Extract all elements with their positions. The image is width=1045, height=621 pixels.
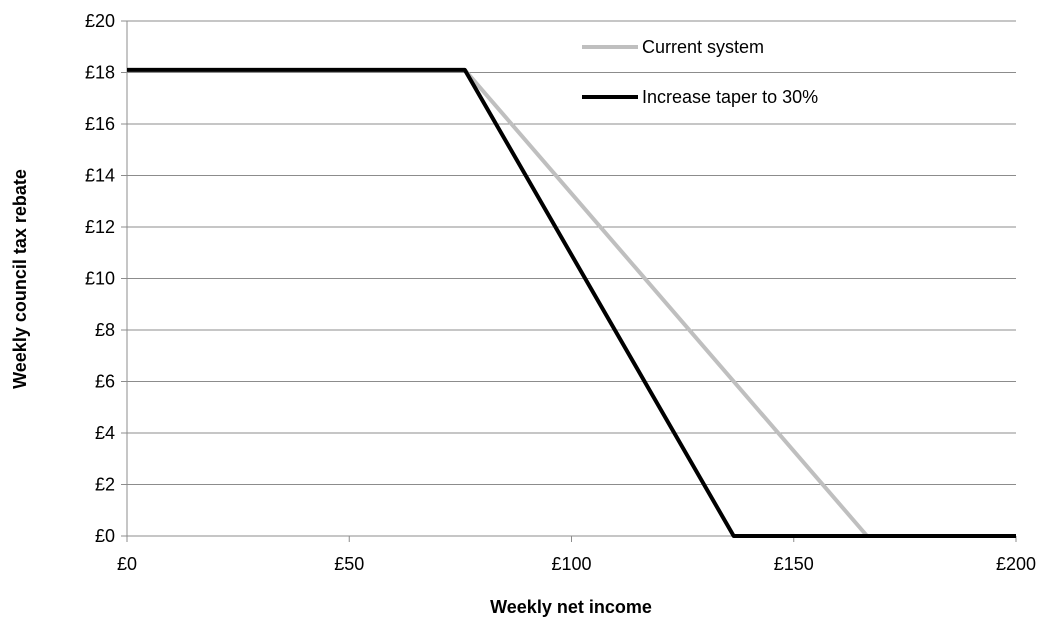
x-tick-label: £50	[334, 554, 364, 574]
legend-label: Current system	[642, 37, 764, 57]
y-tick-label: £6	[95, 372, 115, 392]
y-tick-label: £0	[95, 526, 115, 546]
x-tick-label: £100	[551, 554, 591, 574]
x-tick-labels: £0 £50 £100 £150 £200	[117, 554, 1036, 574]
y-tick-label: £4	[95, 423, 115, 443]
x-tick-label: £200	[996, 554, 1036, 574]
y-tick-label: £10	[85, 269, 115, 289]
y-tick-labels: £0 £2 £4 £6 £8 £10 £12 £14 £16 £18 £20	[85, 11, 115, 546]
y-tick-label: £14	[85, 166, 115, 186]
y-tick-label: £2	[95, 475, 115, 495]
y-tick-label: £18	[85, 63, 115, 83]
series-line-1	[127, 67, 1016, 538]
legend: Current system Increase taper to 30%	[582, 37, 818, 107]
y-tick-label: £20	[85, 11, 115, 31]
y-axis-title: Weekly council tax rebate	[10, 169, 30, 389]
legend-label: Increase taper to 30%	[642, 87, 818, 107]
gridlines	[127, 20, 1016, 485]
series-lines	[127, 67, 1016, 538]
x-axis-title: Weekly net income	[490, 597, 652, 617]
y-tick-label: £16	[85, 114, 115, 134]
x-tick-label: £150	[774, 554, 814, 574]
series-line-2	[127, 67, 1016, 538]
y-tick-label: £12	[85, 217, 115, 237]
x-tick-label: £0	[117, 554, 137, 574]
y-tick-label: £8	[95, 320, 115, 340]
axes	[121, 20, 1017, 542]
